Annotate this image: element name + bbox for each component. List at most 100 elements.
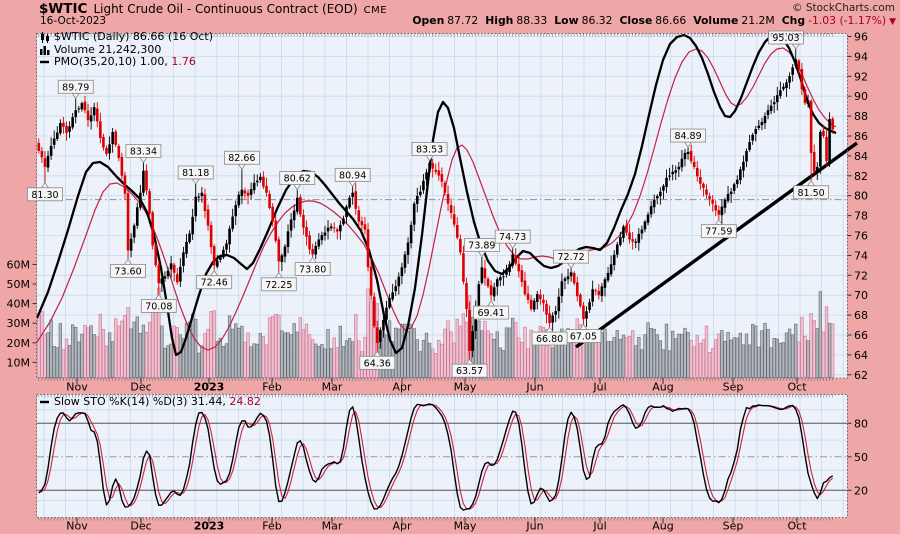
price-callout: 66.80 (531, 326, 568, 346)
svg-text:30M: 30M (7, 317, 31, 330)
svg-text:78: 78 (854, 210, 868, 223)
sto-legend-label: Slow STO %K(14) %D(3) 31.44, 24.82 (54, 395, 261, 409)
svg-text:Sep: Sep (723, 381, 744, 394)
price-callout: 73.80 (294, 256, 331, 276)
price-callout: 70.08 (140, 293, 177, 313)
price-callouts: 81.30 89.79 73.60 83.34 70.08 81.18 72.46 82.66… (27, 30, 830, 378)
svg-text:74: 74 (854, 249, 868, 262)
svg-text:Mar: Mar (322, 520, 343, 533)
svg-text:Jun: Jun (525, 520, 543, 533)
svg-text:Oct: Oct (787, 520, 807, 533)
svg-text:72.72: 72.72 (558, 252, 585, 263)
chg-value: -1.03 (-1.17%) (808, 14, 887, 27)
open-label: Open (412, 14, 445, 27)
svg-text:80.94: 80.94 (339, 170, 366, 181)
volume-bars-icon (40, 45, 50, 55)
quote-bar: Open 87.72 High 88.33 Low 86.32 Close 86.66 … (412, 14, 896, 27)
svg-text:2023: 2023 (194, 520, 225, 533)
svg-text:76: 76 (854, 230, 868, 243)
svg-text:Feb: Feb (262, 381, 281, 394)
svg-text:73.89: 73.89 (468, 240, 495, 251)
page-title: Light Crude Oil - Continuous Contract (E… (93, 2, 358, 16)
svg-text:73.80: 73.80 (299, 264, 326, 275)
volume-legend-row: Volume 21,242,300 (40, 43, 213, 57)
sto-legend: Slow STO %K(14) %D(3) 31.44, 24.82 (40, 395, 261, 409)
price-callout: 73.60 (110, 258, 146, 278)
svg-text:66.80: 66.80 (536, 334, 563, 345)
candlestick-icon (40, 31, 50, 43)
main-axes: 96 94 92 90 88 86 84 82 80 78 76 74 72 70 68 66 64 62 60M 5… (7, 31, 869, 394)
price-callout: 83.34 (125, 144, 162, 164)
svg-text:68: 68 (854, 309, 868, 322)
high-label: High (485, 14, 514, 27)
svg-text:82: 82 (854, 170, 868, 183)
svg-text:64.36: 64.36 (364, 358, 391, 369)
svg-text:80: 80 (854, 417, 868, 430)
svg-text:70: 70 (854, 289, 868, 302)
pmo-overlay-lines (35, 33, 837, 357)
volume-value: 21.2M (741, 14, 775, 27)
price-legend: $WTIC (Daily) 86.66 (16 Oct) Volume 21,2… (40, 30, 213, 69)
svg-text:81.50: 81.50 (798, 188, 825, 199)
price-callout: 83.53 (411, 142, 448, 162)
price-callout: 81.50 (793, 180, 830, 200)
svg-text:Nov: Nov (66, 381, 88, 394)
close-value: 86.66 (655, 14, 687, 27)
svg-text:84.89: 84.89 (674, 131, 701, 142)
price-callout: 81.18 (177, 165, 214, 185)
svg-text:62: 62 (854, 369, 868, 382)
chart-header: $WTIC Light Crude Oil - Continuous Contr… (39, 1, 387, 17)
quote-close: Close 86.66 (620, 14, 687, 27)
price-callout: 74.73 (494, 229, 531, 249)
series-legend-row: $WTIC (Daily) 86.66 (16 Oct) (40, 30, 213, 44)
sto-lines (38, 403, 834, 511)
candles-layer (37, 46, 834, 360)
svg-text:81.30: 81.30 (31, 190, 58, 201)
svg-text:94: 94 (854, 50, 868, 63)
price-callout: 80.62 (279, 171, 316, 191)
symbol-label: $WTIC (39, 1, 88, 17)
svg-text:2023: 2023 (194, 381, 225, 394)
quote-low: Low 86.32 (554, 14, 612, 27)
svg-text:95.03: 95.03 (772, 33, 799, 44)
svg-text:67.05: 67.05 (570, 332, 597, 343)
svg-text:50: 50 (854, 451, 868, 464)
svg-text:83.53: 83.53 (416, 145, 443, 156)
svg-text:Mar: Mar (322, 381, 343, 394)
price-callout: 77.59 (700, 218, 737, 239)
sto-line-icon (40, 398, 50, 406)
price-callout: 89.79 (57, 79, 94, 99)
svg-text:69.41: 69.41 (478, 308, 505, 319)
close-label: Close (619, 14, 653, 27)
svg-text:66: 66 (854, 329, 868, 342)
svg-text:Dec: Dec (130, 381, 151, 394)
price-callout: 82.66 (223, 150, 260, 170)
svg-text:20: 20 (854, 484, 868, 497)
svg-text:80: 80 (854, 190, 868, 203)
svg-text:96: 96 (854, 31, 868, 44)
svg-text:May: May (454, 520, 477, 533)
sto-panel-border (36, 394, 848, 518)
price-callout: 72.72 (553, 249, 590, 269)
date-label: 16-Oct-2023 (40, 15, 107, 27)
svg-text:88: 88 (854, 110, 868, 123)
svg-text:72: 72 (854, 269, 868, 282)
svg-text:Dec: Dec (130, 520, 151, 533)
price-callout: 63.57 (451, 358, 488, 378)
sto-d-value: 24.82 (229, 395, 261, 408)
price-callout: 72.46 (196, 270, 233, 290)
svg-text:86: 86 (854, 130, 868, 143)
low-value: 86.32 (581, 14, 613, 27)
volume-label: Volume (693, 14, 739, 27)
svg-text:70.08: 70.08 (145, 301, 172, 312)
sto-values: Slow STO %K(14) %D(3) 31.44, (54, 395, 226, 408)
svg-text:20M: 20M (7, 337, 31, 350)
quote-open: Open 87.72 (412, 14, 478, 27)
svg-text:92: 92 (854, 70, 868, 83)
svg-text:Apr: Apr (392, 520, 412, 533)
pmo-legend-row: PMO(35,20,10) 1.00, 1.76 (40, 55, 213, 69)
svg-text:Apr: Apr (392, 381, 412, 394)
quote-volume: Volume 21.2M (693, 14, 775, 27)
